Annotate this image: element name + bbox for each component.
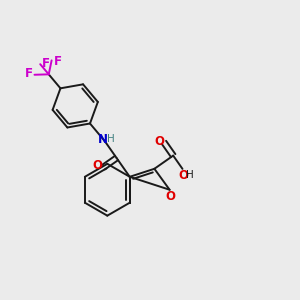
Text: N: N bbox=[98, 133, 108, 146]
Text: F: F bbox=[41, 57, 50, 70]
Text: O: O bbox=[92, 159, 102, 172]
Text: O: O bbox=[154, 135, 164, 148]
Text: F: F bbox=[25, 67, 33, 80]
Text: O: O bbox=[166, 190, 176, 203]
Text: O: O bbox=[179, 169, 189, 182]
Text: F: F bbox=[53, 55, 62, 68]
Text: H: H bbox=[107, 134, 115, 144]
Text: H: H bbox=[186, 170, 194, 180]
